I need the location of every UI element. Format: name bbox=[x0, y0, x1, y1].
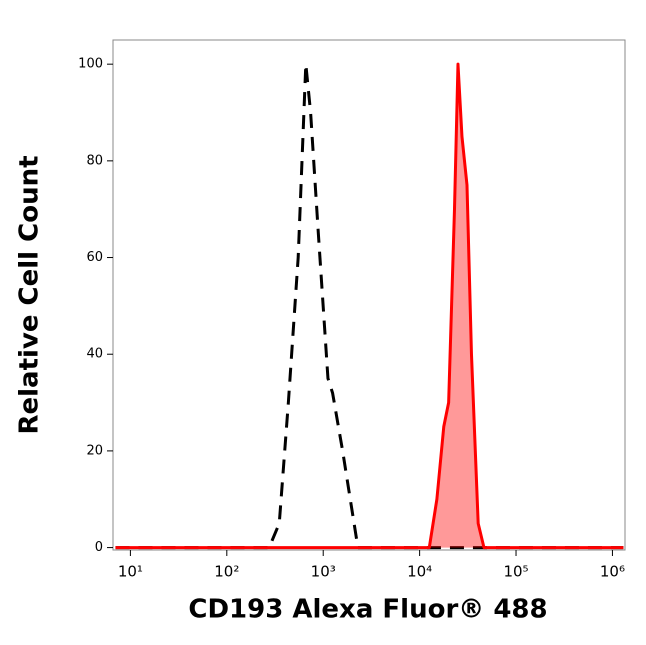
y-tick-label: 80 bbox=[86, 153, 103, 168]
line bbox=[115, 62, 624, 550]
plot-frame bbox=[112, 39, 626, 551]
y-axis-label: Relative Cell Count bbox=[15, 155, 45, 434]
x-tick-label: 10² bbox=[214, 563, 239, 581]
x-axis-label: CD193 Alexa Fluor® 488 bbox=[188, 595, 547, 625]
line bbox=[115, 62, 624, 550]
y-tick-label: 100 bbox=[78, 57, 103, 72]
y-tick-label: 40 bbox=[86, 347, 103, 362]
y-tick-label: 0 bbox=[95, 540, 103, 555]
x-tick-label: 10³ bbox=[311, 563, 336, 581]
y-tick-label: 20 bbox=[86, 443, 103, 458]
y-tick-label: 60 bbox=[86, 250, 103, 265]
area bbox=[115, 64, 624, 548]
x-tick-label: 10⁶ bbox=[600, 563, 625, 581]
x-tick-label: 10¹ bbox=[118, 563, 143, 581]
x-tick-label: 10⁴ bbox=[407, 563, 432, 581]
x-tick-label: 10⁵ bbox=[503, 563, 528, 581]
